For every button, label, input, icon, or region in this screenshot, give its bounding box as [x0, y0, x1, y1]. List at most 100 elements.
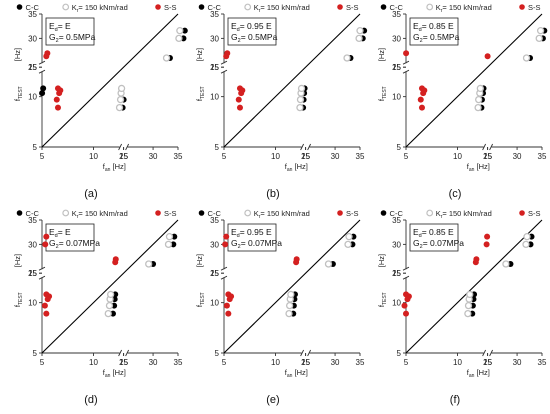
legend-label-suffix: = 150 kNm/rad [260, 3, 309, 12]
parameter-main: G [231, 238, 238, 248]
x-axis-title-main: f [103, 368, 106, 377]
y-axis-title-sub: TEST [382, 86, 388, 99]
x-axis-title: fan [Hz] [103, 368, 126, 379]
parameter-subscript: d [419, 233, 422, 239]
data-point-ss [222, 241, 229, 248]
parameter-main: E [49, 21, 55, 31]
legend-marker [198, 4, 205, 10]
y-axis-title-sub: TEST [18, 86, 24, 99]
parameter-subscript: d [237, 27, 240, 33]
legend-label-main: S-S [164, 209, 177, 218]
y-axis-break-mark [38, 60, 46, 74]
parameter-main: E [49, 227, 55, 237]
data-point-ss [484, 233, 491, 240]
chart-legend: C-C Kr= 150 kNm/rad S-S [198, 209, 359, 220]
data-point-ss [293, 256, 300, 263]
x-tick-label: 35 [174, 358, 183, 367]
legend-label: Kr= 150 kNm/rad [436, 209, 492, 220]
y-axis-title: fTEST [377, 292, 388, 307]
parameter-value: = 0.07MPa [59, 238, 101, 248]
data-point-kr [536, 27, 545, 35]
x-axis-title: fan [Hz] [285, 368, 308, 379]
legend-label-sub: r [77, 8, 79, 14]
x-axis-title-main: f [285, 162, 288, 171]
legend-marker [244, 3, 252, 11]
x-tick-label: 10 [89, 358, 98, 367]
x-tick-label: 30 [149, 358, 158, 367]
x-tick-label: 35 [538, 152, 547, 161]
data-point-ss [44, 50, 51, 57]
parameter-box [227, 17, 277, 46]
legend-label: C-C [208, 3, 222, 12]
data-point-kr [464, 301, 473, 310]
data-point-cc [39, 90, 46, 97]
chart-legend: C-C Kr= 150 kNm/rad S-S [16, 209, 177, 220]
data-point-ss [473, 256, 480, 263]
data-point-ss [42, 241, 49, 248]
y-tick-label: 30 [392, 34, 401, 43]
y-tick-label: 25 [28, 269, 37, 278]
legend-label-main: C-C [208, 3, 222, 12]
parameter-subscript: 2 [56, 38, 59, 44]
y-axis-title-main: f [13, 304, 22, 307]
legend-label: S-S [164, 3, 177, 12]
data-points [41, 233, 178, 318]
y-tick-label: 35 [392, 10, 401, 19]
legend-label-suffix: = 150 kNm/rad [78, 3, 127, 12]
data-point-kr [476, 84, 484, 93]
x-tick-label: 10 [453, 358, 462, 367]
legend-label-main: K [72, 209, 77, 218]
legend-marker [62, 209, 70, 217]
data-point-kr [285, 309, 293, 318]
panel-label: (d) [84, 394, 97, 406]
legend-label-suffix: = 150 kNm/rad [442, 3, 491, 12]
legend-label-sub: r [77, 214, 79, 220]
data-point-kr [464, 309, 472, 318]
data-point-kr [287, 290, 295, 299]
x-axis-title-unit: [Hz] [474, 162, 489, 171]
data-point-ss [112, 256, 119, 263]
identity-line [223, 13, 361, 148]
x-tick-label: 10 [271, 152, 280, 161]
y-tick-label: 5 [397, 349, 402, 358]
legend-label-suffix: = 150 kNm/rad [78, 209, 127, 218]
legend-label-main: K [436, 3, 441, 12]
x-tick-label: 25 [301, 152, 310, 161]
parameter-main: G [49, 238, 56, 248]
parameter-subscript: 2 [56, 244, 59, 250]
data-points [223, 27, 368, 112]
y-tick-label: 5 [215, 143, 220, 152]
y-axis-break-mark [38, 266, 46, 280]
data-point-ss [403, 291, 409, 298]
chart-panel-a: C-C Kr= 150 kNm/rad S-S Ed= EG2= 0.5MPa 35 30… [13, 3, 188, 200]
parameter-value: = 0.85 E [422, 227, 454, 237]
legend-label-main: K [72, 3, 77, 12]
x-tick-label: 15 [301, 358, 310, 367]
legend-label-main: C-C [208, 209, 222, 218]
data-point-ss [225, 291, 232, 298]
data-point-kr [164, 240, 173, 249]
x-axis-title-main: f [467, 162, 470, 171]
data-point-kr [344, 240, 352, 249]
panel-label: (c) [449, 188, 462, 200]
data-point-kr [165, 233, 174, 241]
x-tick-label: 25 [119, 152, 128, 161]
data-point-kr [324, 260, 333, 268]
data-point-ss [418, 104, 425, 111]
x-tick-label: 30 [331, 152, 340, 161]
data-point-kr [176, 27, 184, 35]
x-axis-break-mark [118, 349, 130, 357]
legend-label: S-S [346, 3, 359, 12]
panel-label: (b) [266, 188, 279, 200]
parameter-text: G2= 0.5MPa [231, 32, 278, 44]
y-tick-label: 5 [215, 349, 220, 358]
parameter-main: E [413, 227, 419, 237]
x-axis-title-sub: an [105, 167, 111, 173]
legend-label-main: K [436, 209, 441, 218]
